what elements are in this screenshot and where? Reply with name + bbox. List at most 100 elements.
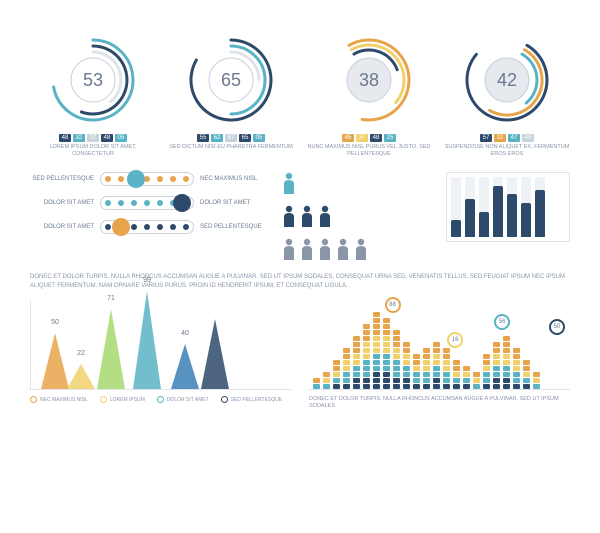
segment (503, 342, 510, 347)
segment (493, 342, 500, 347)
segment (353, 366, 360, 371)
segment (403, 348, 410, 353)
segment (483, 366, 490, 371)
segment (513, 378, 520, 383)
gauge-chips: 4832374805 (59, 134, 127, 142)
people-pictograms (282, 172, 428, 265)
segment (503, 384, 510, 389)
segment (503, 354, 510, 359)
slider-track[interactable] (100, 172, 194, 186)
gauges-row: 534832374805LOREM IPSUM DOLOR SIT AMET, … (30, 30, 570, 158)
segment (443, 360, 450, 365)
segment (433, 342, 440, 347)
triangle-value: 50 (51, 319, 59, 326)
segment (333, 372, 340, 377)
chip: 37 (87, 134, 99, 142)
segment (523, 372, 530, 377)
segment (483, 354, 490, 359)
segment (483, 384, 490, 389)
segment (363, 372, 370, 377)
segment (483, 378, 490, 383)
segment (373, 378, 380, 383)
radial-gauge: 534832374805LOREM IPSUM DOLOR SIT AMET, … (30, 30, 156, 158)
stacked-segment-chart: 88165650 DONEC ET DOLOR TURPIS. NULLA RH… (309, 300, 570, 410)
segment (423, 354, 430, 359)
stack-column (423, 347, 430, 389)
segment (373, 342, 380, 347)
segment (353, 372, 360, 377)
segment (473, 372, 480, 377)
person-icon (300, 205, 314, 232)
legend-dot-icon (221, 396, 228, 403)
segment (423, 372, 430, 377)
segment (353, 336, 360, 341)
slider-label-left: DOLOR SIT AMET (30, 200, 94, 206)
segment (513, 384, 520, 389)
segment (453, 372, 460, 377)
segment (443, 366, 450, 371)
segment (313, 378, 320, 383)
segment (383, 354, 390, 359)
segment (373, 312, 380, 317)
segment (463, 378, 470, 383)
stack-column (393, 329, 400, 389)
segment (463, 366, 470, 371)
stack-column (503, 335, 510, 389)
segment (493, 372, 500, 377)
slider-dot (157, 176, 163, 182)
segment (363, 360, 370, 365)
chip: 87 (225, 134, 237, 142)
gauge-caption: SUSPENDISSE NON ALIQUET EX, FERMENTUM ER… (444, 144, 570, 158)
segment (423, 348, 430, 353)
slider-track[interactable] (100, 196, 194, 210)
segment (393, 372, 400, 377)
triangle-series (97, 309, 125, 389)
stack-column (383, 317, 390, 389)
segment (343, 372, 350, 377)
legend-item: DOLOR SIT AMET (157, 396, 209, 403)
person-icon (300, 238, 314, 265)
segment (513, 348, 520, 353)
segment (323, 384, 330, 389)
segment (423, 360, 430, 365)
slider-knob[interactable] (173, 194, 191, 212)
legend-item: LOREM IPSUM (100, 396, 145, 403)
segment (343, 354, 350, 359)
stack-column (473, 371, 480, 389)
legend-dot-icon (30, 396, 37, 403)
triangle-series (171, 344, 199, 389)
segment (313, 384, 320, 389)
segment (343, 360, 350, 365)
segment (393, 336, 400, 341)
segment (393, 378, 400, 383)
segment (453, 384, 460, 389)
radial-gauge: 4257324749SUSPENDISSE NON ALIQUET EX, FE… (444, 30, 570, 158)
segment (523, 384, 530, 389)
chip: 05 (253, 134, 265, 142)
segment (463, 372, 470, 377)
segment (433, 372, 440, 377)
segment (363, 342, 370, 347)
segment (413, 366, 420, 371)
segment (423, 384, 430, 389)
segment (503, 372, 510, 377)
gauge-chips: 5562876505 (197, 134, 265, 142)
segment (383, 360, 390, 365)
legend-label: DOLOR SIT AMET (167, 397, 209, 403)
slider-dot (105, 200, 111, 206)
segment (363, 378, 370, 383)
triangle-series (67, 364, 95, 389)
segment (483, 360, 490, 365)
slider-track[interactable] (100, 220, 194, 234)
sliders: SED PELLENTESQUENEC MAXIMUS NISL DOLOR SI… (30, 172, 264, 234)
slider-knob[interactable] (112, 218, 130, 236)
slider-dot (105, 224, 111, 230)
segment (473, 378, 480, 383)
stack-column (343, 347, 350, 389)
segment (453, 360, 460, 365)
person-icon (282, 172, 296, 199)
chip: 65 (239, 134, 251, 142)
slider-knob[interactable] (127, 170, 145, 188)
slider-row: SED PELLENTESQUENEC MAXIMUS NISL (30, 172, 264, 186)
slider-dot (144, 224, 150, 230)
